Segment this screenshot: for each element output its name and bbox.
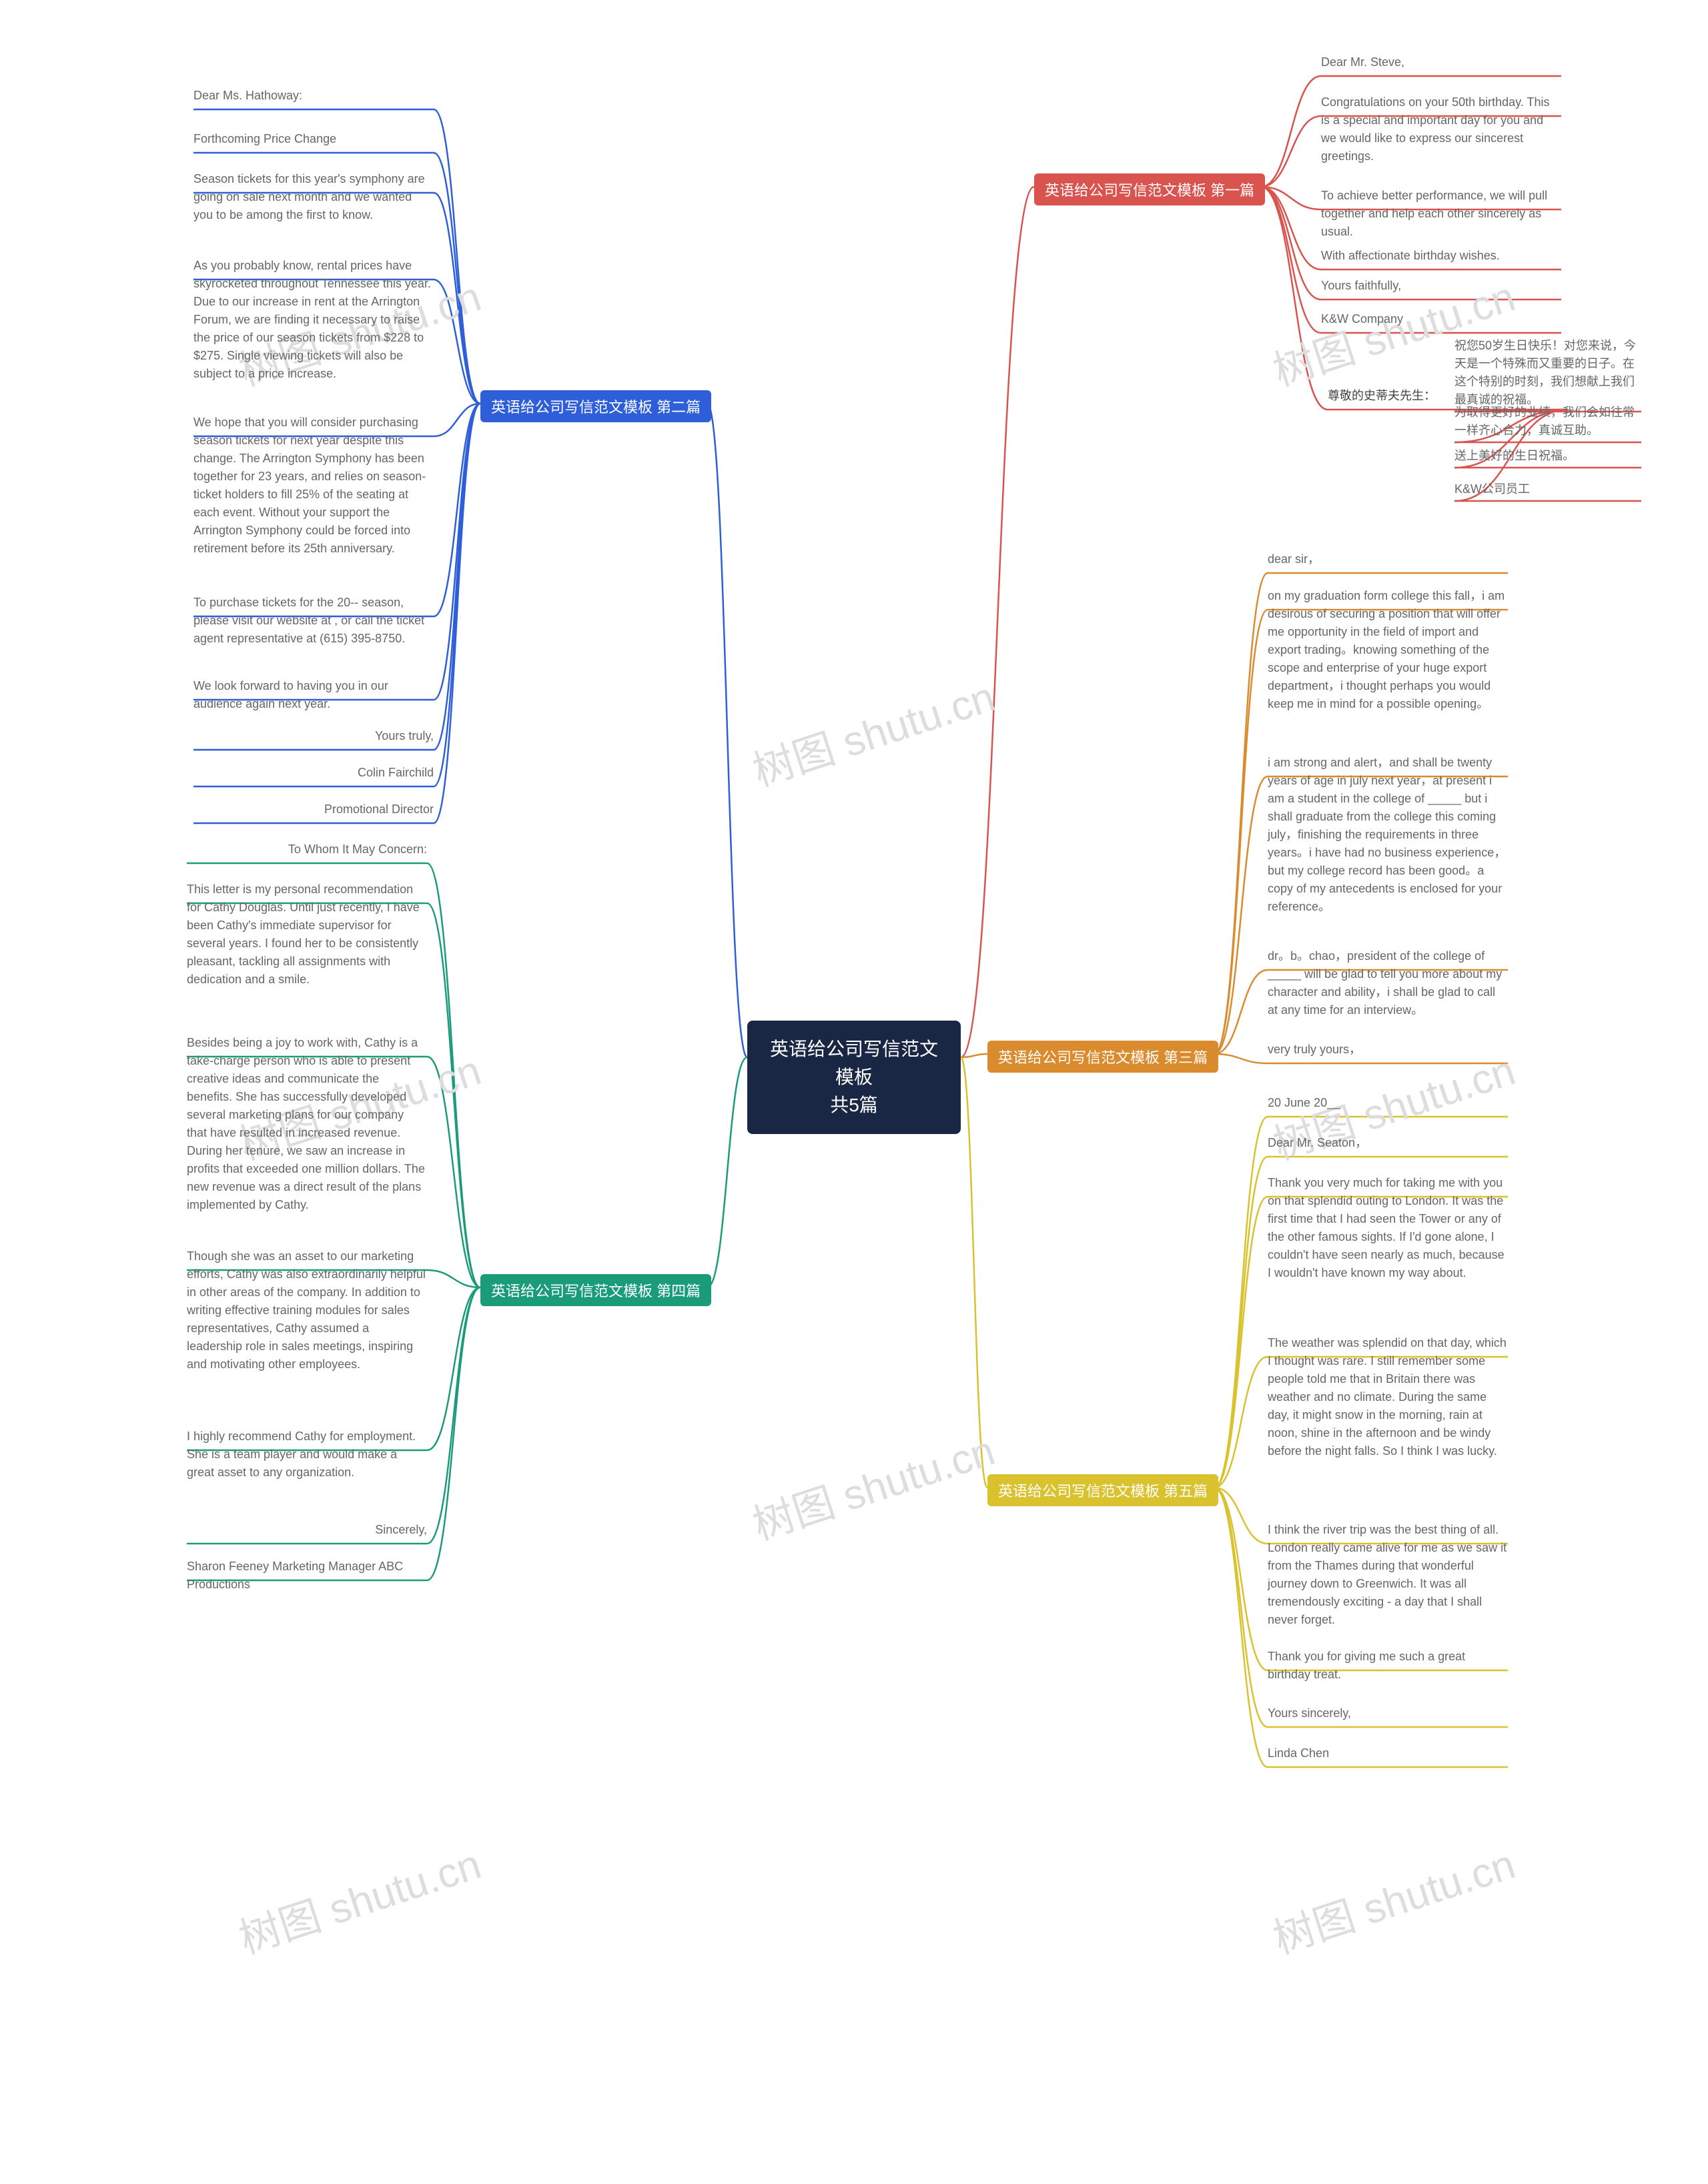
leaf-text: Yours faithfully, (1321, 277, 1561, 295)
leaf-text: Besides being a joy to work with, Cathy … (187, 1034, 427, 1214)
leaf-text: To purchase tickets for the 20-- season,… (193, 594, 434, 648)
sub-leaf-text: 为取得更好的业绩，我们会如往常一样齐心合力，真诚互助。 (1454, 404, 1641, 440)
leaf-text: Colin Fairchild (193, 764, 434, 782)
leaf-text: I highly recommend Cathy for employment.… (187, 1428, 427, 1482)
branch-label: 英语给公司写信范文模板 第一篇 (1034, 173, 1265, 205)
sub-leaf-text: 祝您50岁生日快乐！对您来说，今天是一个特殊而又重要的日子。在这个特别的时刻，我… (1454, 337, 1641, 409)
leaf-text: Yours truly, (193, 727, 434, 745)
leaf-text: I think the river trip was the best thin… (1268, 1521, 1508, 1629)
leaf-text: To achieve better performance, we will p… (1321, 187, 1561, 241)
leaf-text: Season tickets for this year's symphony … (193, 170, 434, 224)
leaf-text: i am strong and alert，and shall be twent… (1268, 754, 1508, 916)
leaf-text: Dear Mr. Seaton， (1268, 1134, 1508, 1152)
leaf-text: Though she was an asset to our marketing… (187, 1247, 427, 1374)
branch-label: 英语给公司写信范文模板 第四篇 (480, 1274, 711, 1306)
branch-label: 英语给公司写信范文模板 第五篇 (987, 1474, 1218, 1506)
leaf-text: Congratulations on your 50th birthday. T… (1321, 93, 1561, 165)
leaf-text: Sharon Feeney Marketing Manager ABC Prod… (187, 1558, 427, 1594)
leaf-text: K&W Company (1321, 310, 1561, 328)
leaf-text: The weather was splendid on that day, wh… (1268, 1334, 1508, 1460)
leaf-text: Thank you very much for taking me with y… (1268, 1174, 1508, 1282)
leaf-text: As you probably know, rental prices have… (193, 257, 434, 383)
center-node: 英语给公司写信范文模板共5篇 (747, 1021, 961, 1134)
center-title-line1: 英语给公司写信范文模板 (767, 1035, 941, 1091)
branch-label: 英语给公司写信范文模板 第二篇 (480, 390, 711, 422)
leaf-text: Forthcoming Price Change (193, 130, 434, 148)
leaf-text: We look forward to having you in our aud… (193, 677, 434, 713)
leaf-text: Thank you for giving me such a great bir… (1268, 1648, 1508, 1684)
leaf-text: Sincerely, (187, 1521, 427, 1539)
leaf-text: 20 June 20__ (1268, 1094, 1508, 1112)
branch-label: 英语给公司写信范文模板 第三篇 (987, 1041, 1218, 1073)
watermark: 树图 shutu.cn (230, 1830, 487, 1965)
watermark: 树图 shutu.cn (744, 1417, 1001, 1552)
leaf-text: very truly yours， (1268, 1041, 1508, 1059)
leaf-text: Promotional Director (193, 800, 434, 818)
leaf-text: Dear Mr. Steve, (1321, 53, 1561, 71)
leaf-text: dr。b。chao，president of the college of __… (1268, 947, 1508, 1019)
watermark: 树图 shutu.cn (744, 663, 1001, 798)
watermark: 树图 shutu.cn (1264, 1830, 1521, 1965)
leaf-text: With affectionate birthday wishes. (1321, 247, 1561, 265)
sub-leaf-text: K&W公司员工 (1454, 480, 1641, 498)
leaf-text: Linda Chen (1268, 1744, 1508, 1762)
leaf-text: dear sir， (1268, 550, 1508, 568)
center-title-line2: 共5篇 (767, 1091, 941, 1119)
leaf-text: To Whom It May Concern: (187, 841, 427, 859)
leaf-text: on my graduation form college this fall，… (1268, 587, 1508, 713)
leaf-text: We hope that you will consider purchasin… (193, 414, 434, 558)
sub-leaf-text: 送上美好的生日祝福。 (1454, 447, 1641, 465)
leaf-text: Yours sincerely, (1268, 1704, 1508, 1722)
leaf-text: This letter is my personal recommendatio… (187, 881, 427, 989)
leaf-text: Dear Ms. Hathoway: (193, 87, 434, 105)
